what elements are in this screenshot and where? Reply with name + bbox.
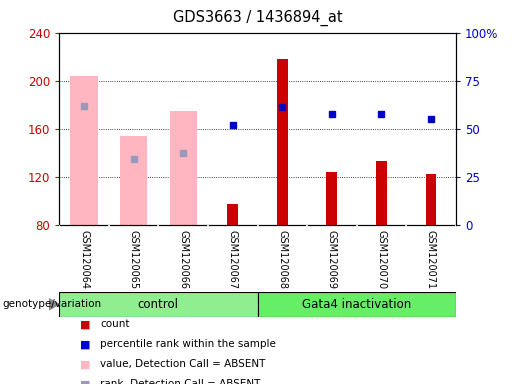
Text: GDS3663 / 1436894_at: GDS3663 / 1436894_at bbox=[173, 10, 342, 26]
Text: control: control bbox=[138, 298, 179, 311]
Bar bbox=[71, 76, 98, 225]
Text: rank, Detection Call = ABSENT: rank, Detection Call = ABSENT bbox=[100, 379, 261, 384]
Text: ■: ■ bbox=[80, 339, 90, 349]
Text: count: count bbox=[100, 319, 130, 329]
Text: GSM120065: GSM120065 bbox=[129, 230, 139, 289]
Bar bbox=[59, 292, 258, 317]
Bar bbox=[258, 292, 456, 317]
Text: ■: ■ bbox=[80, 359, 90, 369]
Text: GSM120071: GSM120071 bbox=[426, 230, 436, 289]
Text: ■: ■ bbox=[80, 319, 90, 329]
Bar bbox=[227, 204, 238, 225]
Bar bbox=[120, 136, 147, 225]
Bar bbox=[376, 161, 387, 225]
Text: GSM120066: GSM120066 bbox=[178, 230, 188, 289]
Text: value, Detection Call = ABSENT: value, Detection Call = ABSENT bbox=[100, 359, 266, 369]
Text: GSM120067: GSM120067 bbox=[228, 230, 238, 289]
Text: GSM120068: GSM120068 bbox=[277, 230, 287, 289]
Text: genotype/variation: genotype/variation bbox=[3, 299, 101, 310]
Text: Gata4 inactivation: Gata4 inactivation bbox=[302, 298, 411, 311]
Text: GSM120069: GSM120069 bbox=[327, 230, 337, 289]
Text: GSM120070: GSM120070 bbox=[376, 230, 386, 289]
Text: GSM120064: GSM120064 bbox=[79, 230, 89, 289]
Text: percentile rank within the sample: percentile rank within the sample bbox=[100, 339, 277, 349]
Text: ■: ■ bbox=[80, 379, 90, 384]
Bar bbox=[169, 111, 197, 225]
Bar bbox=[327, 172, 337, 225]
Bar bbox=[425, 174, 436, 225]
Bar bbox=[277, 59, 288, 225]
Polygon shape bbox=[49, 298, 60, 311]
